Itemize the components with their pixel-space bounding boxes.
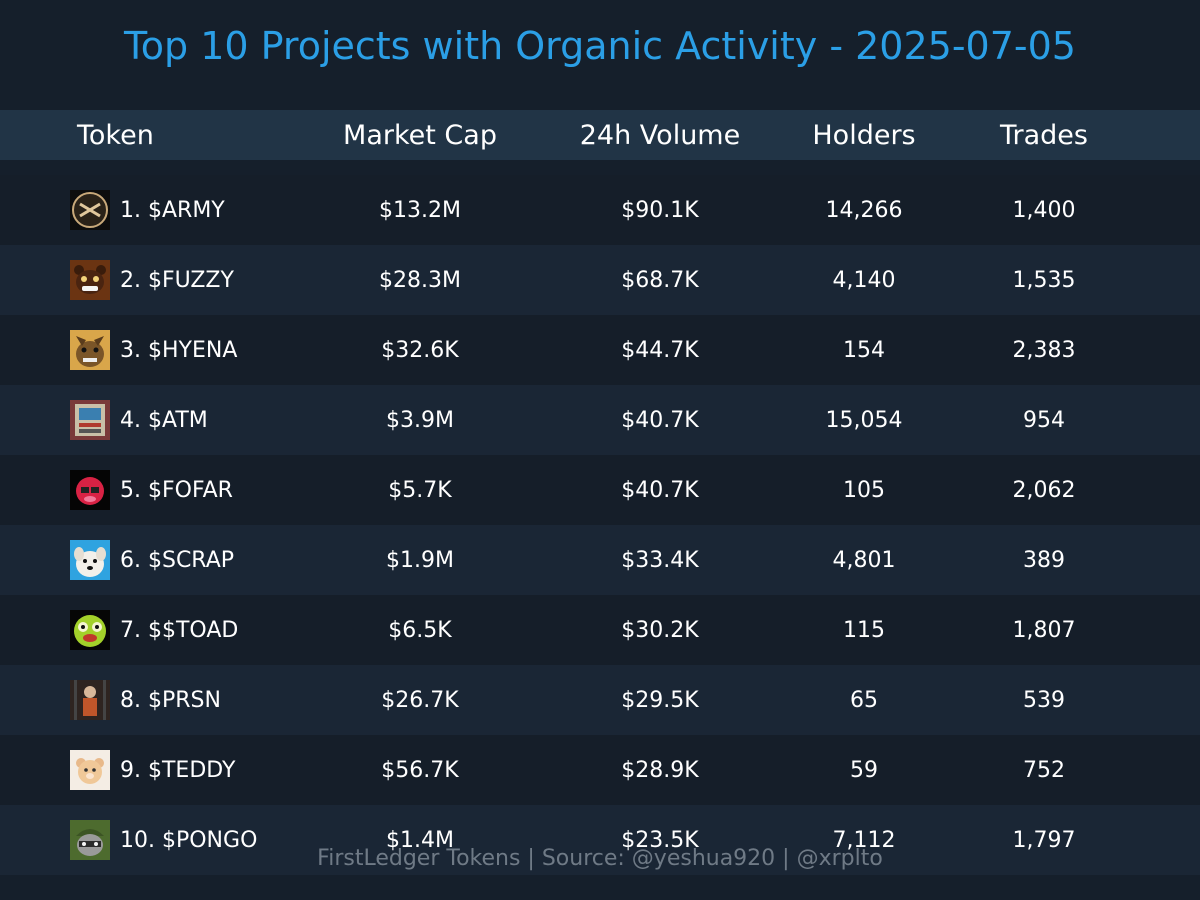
cell-market-cap: $28.3M <box>379 267 461 293</box>
cell-24h-volume: $28.9K <box>621 757 699 783</box>
toad-face-icon <box>70 610 110 650</box>
table-row: 4. $ATM $3.9M $40.7K 15,054 954 <box>0 385 1200 455</box>
token-label: 5. $FOFAR <box>120 477 233 503</box>
cell-holders: 7,112 <box>832 827 896 853</box>
token-label: 4. $ATM <box>120 407 208 433</box>
cell-token: 8. $PRSN <box>70 665 310 735</box>
cell-token: 9. $TEDDY <box>70 735 310 805</box>
column-header-holders: Holders <box>812 119 916 151</box>
cell-trades: 1,797 <box>1012 827 1076 853</box>
cell-market-cap: $56.7K <box>381 757 459 783</box>
token-label: 2. $FUZZY <box>120 267 234 293</box>
cell-token: 1. $ARMY <box>70 175 310 245</box>
cell-holders: 59 <box>850 757 878 783</box>
cell-holders: 115 <box>843 617 885 643</box>
cell-trades: 389 <box>1023 547 1065 573</box>
table-row: 1. $ARMY $13.2M $90.1K 14,266 1,400 <box>0 175 1200 245</box>
cell-token: 6. $SCRAP <box>70 525 310 595</box>
teddy-bear-icon <box>70 750 110 790</box>
chart-footer: FirstLedger Tokens | Source: @yeshua920 … <box>317 846 883 871</box>
column-header-trades: Trades <box>1000 119 1088 151</box>
column-header-token: Token <box>77 119 154 151</box>
cell-market-cap: $1.9M <box>386 547 454 573</box>
table-row: 3. $HYENA $32.6K $44.7K 154 2,383 <box>0 315 1200 385</box>
table-row: 7. $$TOAD $6.5K $30.2K 115 1,807 <box>0 595 1200 665</box>
army-logo-icon <box>70 190 110 230</box>
atm-machine-icon <box>70 400 110 440</box>
cell-trades: 1,535 <box>1012 267 1076 293</box>
cell-market-cap: $6.5K <box>388 617 452 643</box>
cell-24h-volume: $29.5K <box>621 687 699 713</box>
token-label: 3. $HYENA <box>120 337 238 363</box>
table-row: 6. $SCRAP $1.9M $33.4K 4,801 389 <box>0 525 1200 595</box>
table-row: 8. $PRSN $26.7K $29.5K 65 539 <box>0 665 1200 735</box>
table-row: 9. $TEDDY $56.7K $28.9K 59 752 <box>0 735 1200 805</box>
token-label: 1. $ARMY <box>120 197 225 223</box>
token-label: 6. $SCRAP <box>120 547 235 573</box>
cell-holders: 15,054 <box>825 407 903 433</box>
table-header: Token Market Cap 24h Volume Holders Trad… <box>0 110 1200 160</box>
cell-market-cap: $13.2M <box>379 197 461 223</box>
cell-24h-volume: $30.2K <box>621 617 699 643</box>
cell-24h-volume: $33.4K <box>621 547 699 573</box>
cell-token: 2. $FUZZY <box>70 245 310 315</box>
table-row: 2. $FUZZY $28.3M $68.7K 4,140 1,535 <box>0 245 1200 315</box>
token-label: 7. $$TOAD <box>120 617 239 643</box>
cell-token: 5. $FOFAR <box>70 455 310 525</box>
table-row: 10. $PONGO $1.4M $23.5K 7,112 1,797 <box>0 805 1200 875</box>
red-creature-icon <box>70 470 110 510</box>
cell-24h-volume: $40.7K <box>621 407 699 433</box>
cell-trades: 2,383 <box>1012 337 1076 363</box>
cell-token: 10. $PONGO <box>70 805 310 875</box>
cell-token: 7. $$TOAD <box>70 595 310 665</box>
bear-face-icon <box>70 260 110 300</box>
prisoner-figure-icon <box>70 680 110 720</box>
cell-24h-volume: $44.7K <box>621 337 699 363</box>
cell-holders: 14,266 <box>825 197 903 223</box>
cell-trades: 2,062 <box>1012 477 1076 503</box>
cell-token: 3. $HYENA <box>70 315 310 385</box>
white-dog-icon <box>70 540 110 580</box>
cell-holders: 4,140 <box>832 267 896 293</box>
cell-trades: 954 <box>1023 407 1065 433</box>
raccoon-soldier-icon <box>70 820 110 860</box>
cell-token: 4. $ATM <box>70 385 310 455</box>
token-label: 9. $TEDDY <box>120 757 236 783</box>
cell-trades: 752 <box>1023 757 1065 783</box>
cell-24h-volume: $23.5K <box>621 827 699 853</box>
column-header-market-cap: Market Cap <box>343 119 497 151</box>
cell-holders: 154 <box>843 337 885 363</box>
cell-24h-volume: $90.1K <box>621 197 699 223</box>
cell-24h-volume: $68.7K <box>621 267 699 293</box>
cell-market-cap: $32.6K <box>381 337 459 363</box>
hyena-face-icon <box>70 330 110 370</box>
table-row: 5. $FOFAR $5.7K $40.7K 105 2,062 <box>0 455 1200 525</box>
cell-market-cap: $5.7K <box>388 477 452 503</box>
cell-holders: 4,801 <box>832 547 896 573</box>
column-header-24h-volume: 24h Volume <box>579 119 741 151</box>
cell-24h-volume: $40.7K <box>621 477 699 503</box>
cell-holders: 65 <box>850 687 878 713</box>
cell-market-cap: $1.4M <box>386 827 454 853</box>
token-label: 8. $PRSN <box>120 687 221 713</box>
token-label: 10. $PONGO <box>120 827 258 853</box>
cell-holders: 105 <box>843 477 885 503</box>
cell-trades: 539 <box>1023 687 1065 713</box>
cell-trades: 1,400 <box>1012 197 1076 223</box>
cell-market-cap: $3.9M <box>386 407 454 433</box>
cell-market-cap: $26.7K <box>381 687 459 713</box>
chart-title: Top 10 Projects with Organic Activity - … <box>124 24 1076 68</box>
cell-trades: 1,807 <box>1012 617 1076 643</box>
